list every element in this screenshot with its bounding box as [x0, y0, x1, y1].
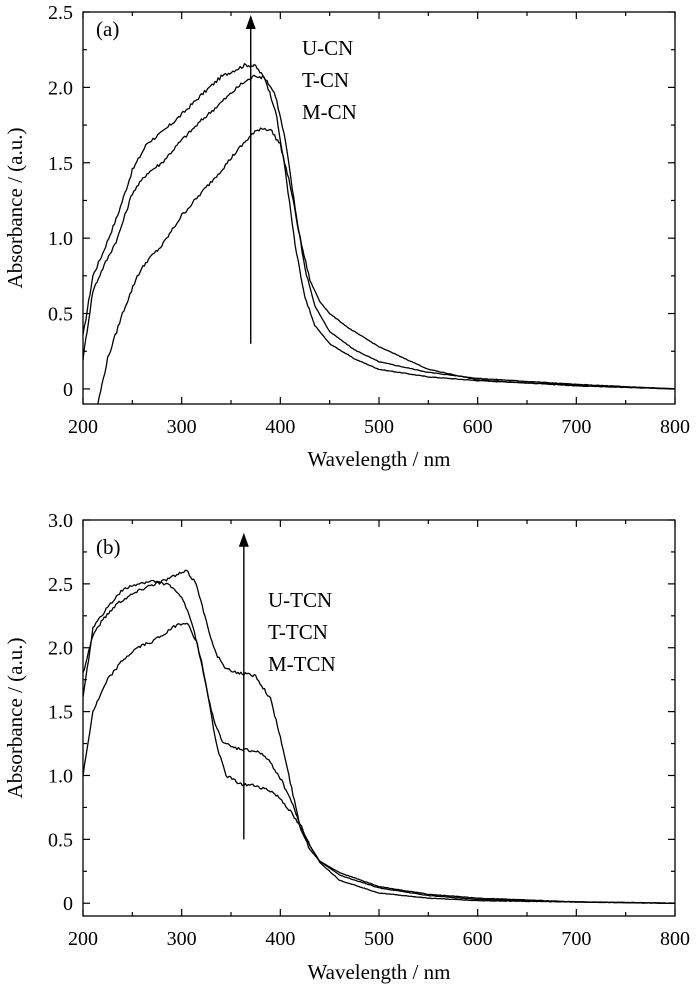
arrow-head-icon: [238, 532, 249, 547]
series-line-m-cn: [97, 127, 675, 404]
x-axis-title: Wavelength / nm: [308, 447, 451, 471]
x-tick-label: 800: [660, 416, 690, 438]
plot-frame: [82, 11, 676, 405]
legend-entry: U-TCN: [268, 588, 332, 612]
y-tick-label: 0: [63, 379, 73, 401]
panel-label: (b): [96, 535, 121, 559]
y-tick-label: 1.0: [48, 228, 73, 250]
x-tick-label: 200: [68, 928, 98, 950]
panel-a: 200 300 400 500 600 700 800 0 0.5 1.0 1.5 2.0 2.5 Wav…: [3, 2, 690, 471]
x-tick-label: 600: [463, 416, 493, 438]
y-tick-label: 2.0: [48, 77, 73, 99]
x-tick-label: 800: [660, 928, 690, 950]
y-tick-label: 2.5: [48, 2, 73, 24]
arrow-head-icon: [245, 15, 256, 30]
series-line-t-cn: [83, 74, 675, 390]
x-tick-label: 300: [167, 416, 197, 438]
x-tick-label: 700: [561, 416, 591, 438]
y-axis-title: Absorbance / (a.u.): [3, 638, 27, 799]
x-tick-label: 200: [68, 416, 98, 438]
y-tick-label: 0.5: [48, 304, 73, 326]
x-axis-title: Wavelength / nm: [308, 960, 451, 984]
legend-entry: T-TCN: [268, 620, 328, 644]
x-tick-label: 300: [167, 928, 197, 950]
legend-entry: M-CN: [302, 100, 357, 124]
y-tick-label: 0: [63, 893, 73, 915]
panel-label: (a): [96, 17, 119, 41]
x-tick-label: 700: [561, 928, 591, 950]
x-tick-label: 500: [364, 416, 394, 438]
x-tick-label: 400: [265, 416, 295, 438]
y-tick-label: 3.0: [48, 510, 73, 532]
y-tick-label: 1.0: [48, 765, 73, 787]
y-axis-title: Absorbance / (a.u.): [3, 128, 27, 289]
legend-entry: U-CN: [302, 36, 353, 60]
y-tick-label: 1.5: [48, 702, 73, 724]
y-tick-label: 1.5: [48, 153, 73, 175]
y-tick-label: 2.0: [48, 638, 73, 660]
x-tick-label: 400: [265, 928, 295, 950]
y-tick-label: 0.5: [48, 829, 73, 851]
series-line-u-cn: [83, 63, 675, 390]
x-tick-label: 600: [463, 928, 493, 950]
panel-b: 200 300 400 500 600 700 800 0 0.5 1.0 1.5 2.0 2.5 3.0…: [3, 510, 690, 984]
plot-frame: [82, 519, 676, 917]
series-line-u-tcn: [83, 569, 675, 904]
legend-entry: T-CN: [302, 68, 349, 92]
legend-entry: M-TCN: [268, 652, 336, 676]
y-tick-label: 2.5: [48, 574, 73, 596]
x-tick-label: 500: [364, 928, 394, 950]
series-line-m-tcn: [83, 622, 675, 905]
